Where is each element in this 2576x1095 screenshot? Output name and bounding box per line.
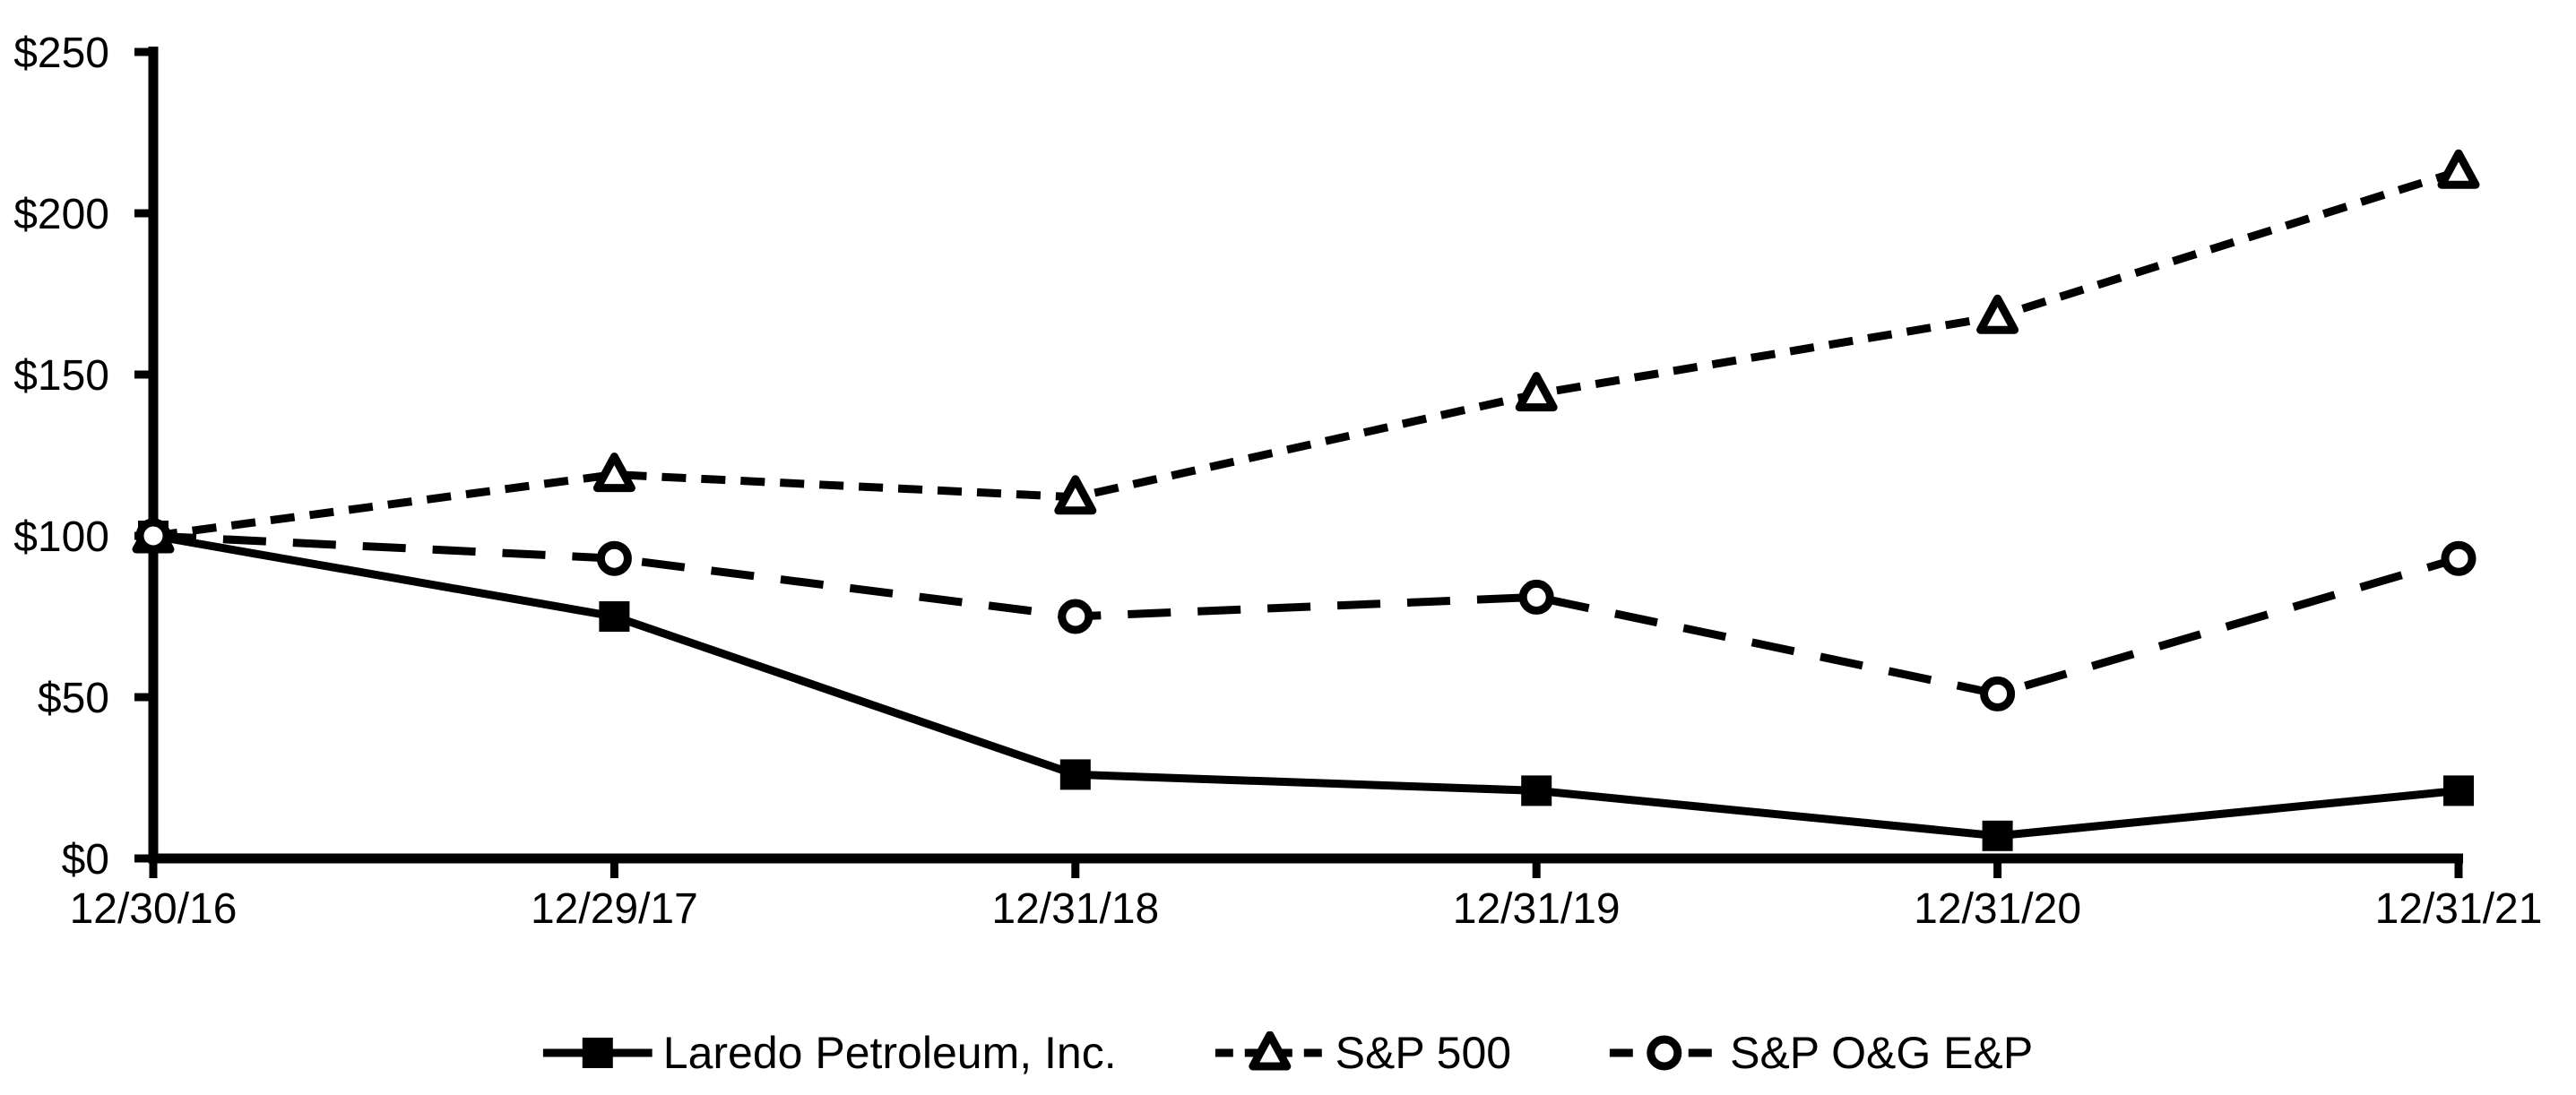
x-axis-ticks: 12/30/16 12/29/17 12/31/18 12/31/19 12/31/20… xyxy=(70,858,2543,933)
y-tick-label: $50 xyxy=(38,675,109,722)
y-tick-label: $200 xyxy=(13,191,109,238)
triangle-marker xyxy=(1249,1031,1292,1071)
triangle-marker xyxy=(1054,475,1097,515)
square-marker xyxy=(2443,775,2474,806)
triangle-marker xyxy=(2437,149,2480,189)
legend-label-sp500: S&P 500 xyxy=(1335,1028,1512,1078)
square-marker xyxy=(1059,759,1091,790)
x-tick-label: 12/31/21 xyxy=(2375,885,2543,933)
triangle-marker xyxy=(592,453,635,493)
series-line-s-p-500 xyxy=(152,167,2460,540)
circle-marker xyxy=(1647,1035,1682,1071)
y-tick-label: $150 xyxy=(13,352,109,400)
legend-swatch-open-circle xyxy=(1610,1035,1720,1071)
chart-legend: Laredo Petroleum, Inc. S&P 500 S&P O&G E… xyxy=(542,1028,2033,1078)
circle-marker xyxy=(596,540,632,576)
circle-marker xyxy=(2441,540,2477,576)
legend-swatch-open-triangle xyxy=(1215,1031,1325,1071)
circle-marker xyxy=(1518,579,1554,615)
y-tick-label: $100 xyxy=(13,513,109,561)
legend-item-laredo-petroleum: Laredo Petroleum, Inc. xyxy=(542,1028,1117,1078)
series-markers-laredo-petroleum-inc xyxy=(138,521,2474,851)
square-marker xyxy=(1521,775,1552,806)
triangle-marker xyxy=(1515,372,1558,412)
legend-item-sp-og-ep: S&P O&G E&P xyxy=(1610,1030,2033,1075)
series-line-laredo-petroleum-inc xyxy=(152,531,2459,841)
x-tick-label: 12/30/16 xyxy=(70,885,238,933)
square-marker xyxy=(599,601,630,632)
legend-label-sp-og-ep: S&P O&G E&P xyxy=(1730,1028,2034,1078)
legend-item-sp500: S&P 500 xyxy=(1215,1030,1511,1075)
y-tick-label: $0 xyxy=(62,836,109,884)
series-line-s-p-o-g-e-p xyxy=(152,531,2460,698)
series-markers-s-p-o-g-e-p xyxy=(135,518,2477,711)
axes xyxy=(148,47,2463,864)
circle-marker xyxy=(1980,676,2016,711)
y-axis-ticks: $0 $50 $100 $150 $200 $250 xyxy=(13,30,149,884)
x-tick-label: 12/31/19 xyxy=(1453,885,1621,933)
square-marker xyxy=(1982,820,2013,851)
y-tick-label: $250 xyxy=(13,30,109,77)
x-tick-label: 12/29/17 xyxy=(531,885,698,933)
legend-swatch-filled-square xyxy=(542,1038,653,1068)
circle-marker xyxy=(1058,599,1094,634)
x-tick-label: 12/31/20 xyxy=(1914,885,2081,933)
legend-label-laredo-petroleum: Laredo Petroleum, Inc. xyxy=(662,1028,1117,1078)
triangle-marker xyxy=(1976,294,2019,334)
x-tick-label: 12/31/18 xyxy=(991,885,1159,933)
circle-marker xyxy=(135,518,171,554)
square-marker xyxy=(582,1038,613,1068)
